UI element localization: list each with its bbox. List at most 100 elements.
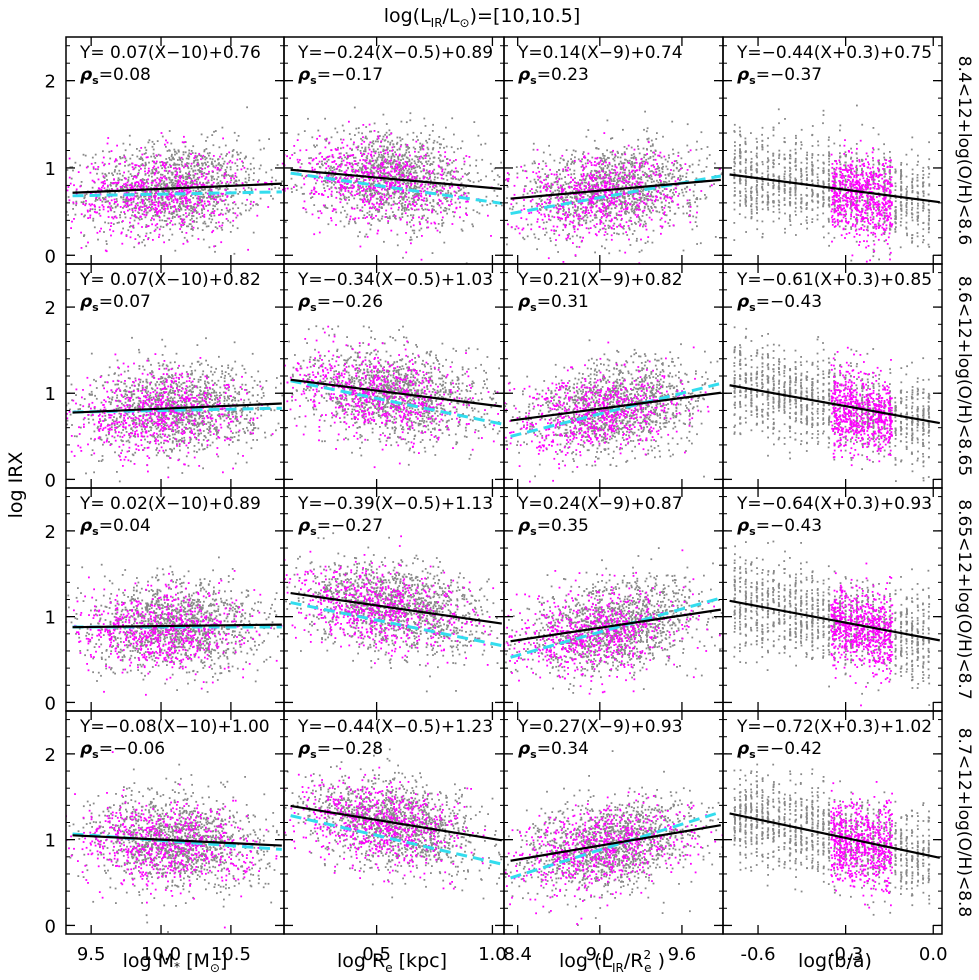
data-point — [324, 117, 326, 120]
data-point — [131, 162, 134, 165]
data-point — [597, 171, 600, 173]
data-point — [339, 183, 342, 186]
data-point — [134, 195, 137, 198]
data-point — [476, 172, 479, 174]
data-point — [190, 167, 193, 170]
data-point — [382, 148, 385, 151]
data-point — [390, 179, 393, 182]
data-point — [391, 165, 393, 168]
data-point — [168, 212, 171, 215]
data-point — [345, 164, 348, 167]
data-point — [419, 142, 422, 145]
data-point — [460, 188, 463, 191]
data-point — [186, 178, 188, 180]
data-point — [332, 180, 335, 182]
data-point — [165, 205, 168, 207]
data-point — [369, 228, 372, 231]
data-point — [511, 208, 514, 211]
data-point — [428, 138, 431, 140]
data-point — [441, 168, 444, 171]
data-point — [584, 214, 586, 217]
data-point — [346, 202, 349, 205]
data-point — [396, 166, 399, 169]
data-point — [330, 190, 333, 193]
data-point — [166, 205, 169, 208]
data-point — [186, 202, 188, 205]
data-point — [128, 134, 131, 137]
data-point — [244, 177, 247, 180]
data-point — [387, 162, 390, 165]
data-point — [356, 164, 359, 167]
data-point — [634, 171, 636, 174]
data-point — [125, 197, 128, 199]
data-point — [337, 179, 339, 182]
data-point — [345, 216, 348, 219]
data-point — [315, 157, 318, 159]
data-point — [367, 171, 370, 174]
data-point — [356, 178, 358, 181]
data-point — [125, 159, 128, 162]
data-point — [184, 182, 187, 185]
data-point — [358, 231, 361, 233]
data-point — [631, 210, 633, 213]
data-point — [352, 168, 355, 171]
data-point — [89, 204, 92, 207]
data-point — [147, 182, 150, 185]
data-point — [536, 190, 539, 193]
data-point — [573, 201, 575, 204]
data-point — [587, 203, 590, 206]
data-point — [643, 156, 645, 159]
data-point — [660, 181, 662, 184]
data-point — [325, 162, 328, 165]
data-point — [594, 214, 597, 217]
data-point — [573, 161, 576, 163]
data-point — [467, 173, 469, 175]
data-point — [386, 146, 389, 149]
data-point — [160, 164, 162, 167]
data-point — [200, 154, 202, 157]
data-point — [364, 135, 367, 138]
data-point — [394, 167, 397, 170]
data-point — [145, 149, 148, 152]
data-point — [384, 133, 386, 136]
data-point — [425, 200, 428, 202]
data-point — [383, 193, 386, 196]
data-point — [362, 200, 364, 202]
data-point — [226, 181, 229, 183]
data-point — [110, 234, 112, 237]
data-point — [542, 160, 545, 163]
data-point — [397, 164, 400, 167]
data-point — [212, 195, 215, 198]
data-point — [418, 221, 421, 223]
data-point — [128, 208, 131, 211]
data-point — [384, 201, 387, 204]
data-point — [580, 179, 583, 182]
data-point — [177, 159, 179, 161]
data-point — [144, 244, 146, 247]
data-point — [205, 140, 207, 142]
data-point — [224, 193, 227, 196]
data-point — [432, 147, 435, 149]
data-point — [325, 156, 328, 159]
data-point — [665, 177, 667, 180]
data-point — [695, 177, 698, 180]
data-point — [380, 175, 383, 177]
data-point — [181, 197, 183, 200]
data-point — [641, 215, 644, 217]
data-point — [557, 180, 559, 182]
data-point — [336, 191, 338, 193]
data-point — [160, 196, 163, 199]
data-point — [110, 181, 112, 184]
data-point — [348, 187, 351, 189]
data-point — [242, 165, 244, 167]
data-point — [166, 207, 169, 210]
data-point — [600, 217, 603, 219]
data-point — [382, 163, 385, 166]
data-point — [424, 125, 427, 127]
data-point — [317, 162, 319, 165]
data-point — [149, 190, 151, 193]
data-point — [458, 201, 461, 204]
data-point — [540, 199, 543, 202]
data-point — [370, 150, 373, 153]
data-point — [196, 183, 199, 186]
